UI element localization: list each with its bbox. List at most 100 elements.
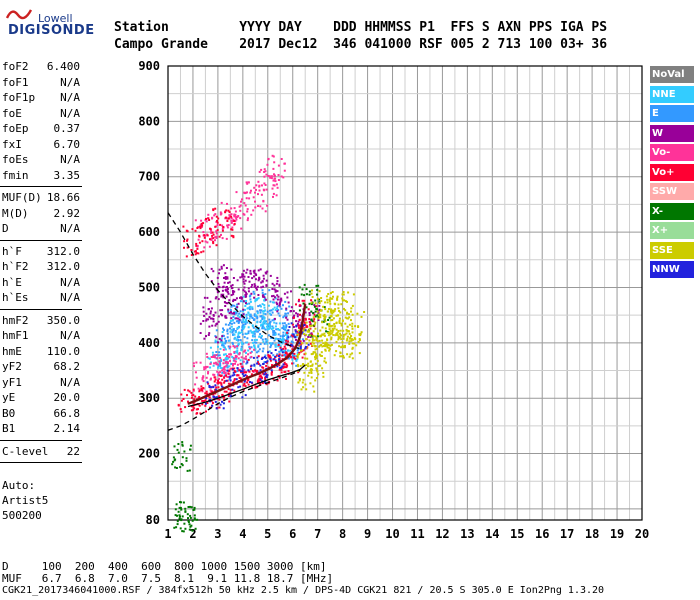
data-point-nne [257, 297, 260, 300]
data-point-w [211, 324, 214, 327]
data-point-sse [343, 299, 346, 302]
data-point-vo [284, 352, 287, 354]
data-point-vo [254, 385, 257, 388]
data-point-w [272, 298, 275, 301]
data-point-sse [334, 334, 337, 337]
data-point-vo [298, 351, 301, 354]
data-point-vo [204, 392, 207, 395]
data-point-vo [242, 384, 245, 387]
x-tick-label: 19 [610, 527, 624, 541]
data-point-x [179, 527, 182, 530]
param-name: D [2, 222, 9, 235]
data-point-w [277, 295, 280, 298]
data-point-nne [209, 366, 212, 369]
data-point-w [285, 307, 288, 310]
data-point-sse [351, 357, 354, 360]
y-tick-label: 700 [138, 170, 160, 184]
param-value: 312.0 [46, 260, 80, 273]
data-point-sse [331, 309, 334, 312]
data-point-vo [298, 326, 301, 329]
data-point-e [290, 340, 293, 343]
data-point-sse [310, 292, 313, 295]
data-point-x [185, 457, 188, 460]
data-point-sse [332, 317, 335, 320]
data-point-w [257, 269, 260, 272]
data-point-vo [246, 381, 249, 384]
data-point-vo [244, 204, 247, 207]
data-point-e [286, 337, 288, 340]
data-point-vo [244, 385, 247, 388]
data-point-nne [254, 300, 257, 303]
data-point-vo [277, 174, 280, 176]
data-point-w [273, 317, 276, 320]
param-row: h`E N/A [2, 276, 80, 290]
data-point-sse [314, 321, 317, 324]
data-point-sse [308, 330, 311, 333]
data-point-vo [204, 240, 207, 243]
data-point-sse [337, 337, 340, 340]
param-row: fxI 6.70 [2, 138, 80, 152]
data-point-vo [245, 197, 248, 200]
data-point-sse [305, 342, 308, 345]
data-point-e [284, 328, 287, 331]
data-point-vo [183, 246, 185, 249]
data-point-w [247, 276, 250, 278]
data-point-sse [321, 367, 324, 370]
data-point-e [259, 333, 262, 336]
data-point-w [207, 308, 210, 310]
data-point-e [226, 336, 229, 339]
data-point-vo [269, 176, 272, 179]
data-point-sse [338, 310, 341, 312]
data-point-nne [246, 341, 249, 344]
data-point-nne [247, 311, 250, 314]
data-point-e [253, 314, 256, 317]
data-point-sse [311, 344, 314, 347]
data-point-vo [192, 389, 195, 392]
data-point-sse [322, 342, 325, 345]
data-point-x [178, 517, 181, 520]
data-point-e [284, 354, 286, 356]
data-point-sse [323, 357, 326, 360]
data-point-x [175, 526, 178, 529]
data-point-x [298, 286, 301, 289]
data-point-nnw [278, 358, 280, 361]
data-point-sse [316, 340, 319, 343]
data-point-vo [283, 361, 286, 364]
data-point-vo [227, 209, 230, 212]
data-point-e [277, 333, 280, 336]
param-name: B0 [2, 406, 16, 420]
data-point-e [265, 340, 268, 343]
data-point-e [248, 346, 251, 349]
data-point-nnw [212, 386, 215, 389]
data-point-sse [337, 303, 340, 306]
data-point-vo [247, 358, 250, 361]
data-point-vo [193, 407, 196, 410]
data-point-nne [275, 337, 278, 340]
data-point-w [230, 294, 233, 297]
data-point-x [301, 288, 304, 291]
param-name: fmin [2, 168, 29, 182]
data-point-e [259, 343, 262, 346]
x-tick-label: 2 [189, 527, 196, 541]
data-point-sse [302, 386, 305, 389]
param-row: hmF1 N/A [2, 329, 80, 343]
data-point-e [221, 344, 224, 347]
data-point-e [219, 362, 222, 365]
data-point-sse [324, 327, 327, 330]
data-point-x [177, 451, 180, 454]
data-point-e [273, 330, 275, 332]
data-point-sse [307, 365, 309, 368]
data-point-sse [328, 298, 331, 301]
data-point-sse [358, 333, 361, 336]
y-tick-label: 900 [138, 59, 160, 73]
data-point-vo [238, 369, 241, 372]
data-point-w [280, 297, 283, 300]
data-point-nnw [214, 384, 217, 387]
data-point-nne [245, 318, 247, 321]
data-point-e [282, 328, 285, 331]
data-point-x [327, 319, 330, 321]
data-point-vo [235, 218, 238, 221]
data-point-sse [305, 364, 308, 366]
data-point-e [229, 327, 231, 330]
data-point-e [230, 362, 233, 365]
